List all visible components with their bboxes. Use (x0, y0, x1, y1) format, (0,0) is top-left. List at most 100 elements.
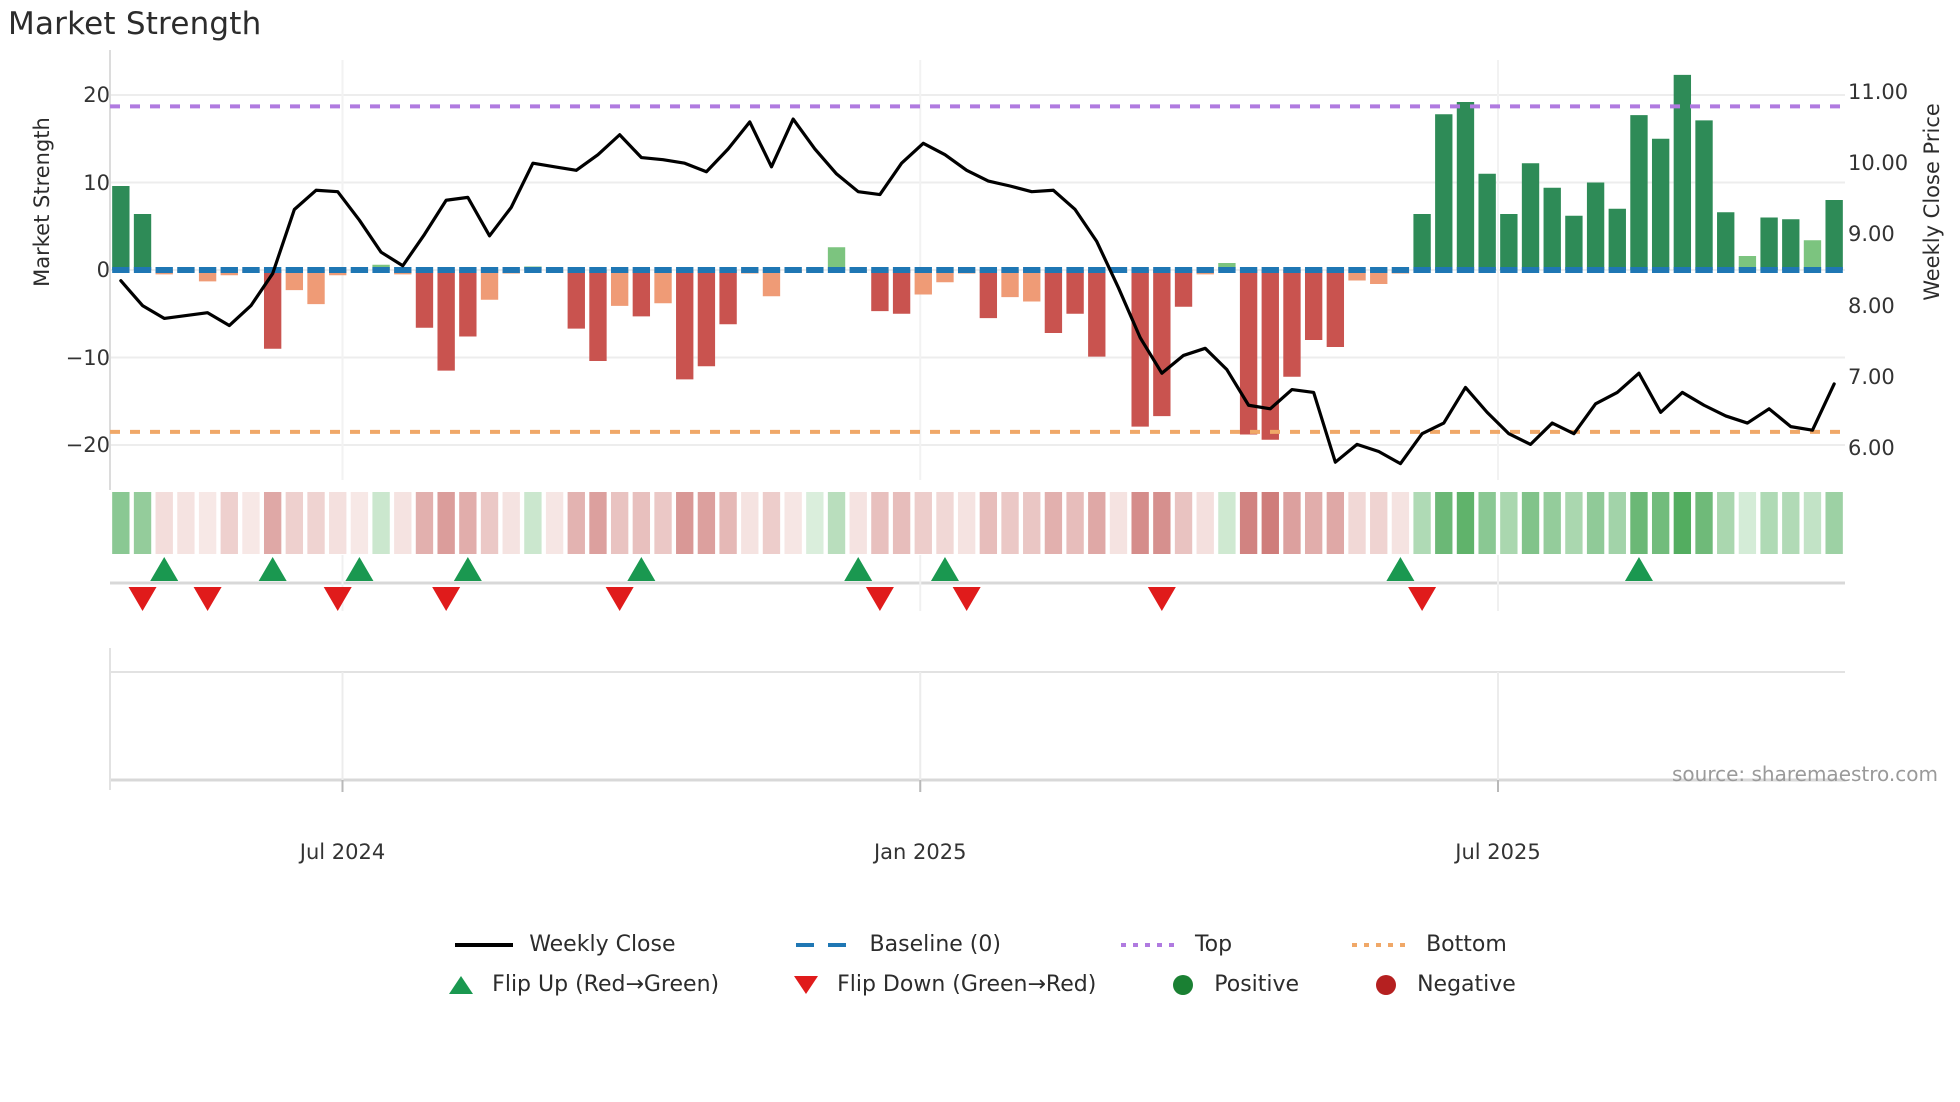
y-axis-left-tick: 0 (96, 258, 110, 282)
strength-bar (632, 270, 651, 317)
heatmap-cell (177, 492, 195, 554)
heatmap-cell (1738, 492, 1757, 554)
heatmap-cell (892, 492, 911, 554)
heatmap-cell (372, 492, 390, 554)
strength-bar (307, 270, 325, 305)
flip-up-marker (1624, 557, 1653, 581)
legend-swatch-circle (1173, 975, 1194, 995)
strength-bar (1478, 173, 1496, 270)
strength-bar (936, 270, 954, 283)
legend-swatch-dotted (1352, 943, 1411, 947)
strength-bar (827, 247, 846, 270)
heatmap-cell (133, 492, 152, 554)
strength-bar (437, 270, 455, 371)
y-axis-right-tick: 8.00 (1848, 293, 1895, 318)
y-axis-left-tick: −10 (65, 345, 110, 370)
y-axis-left-tick: 20 (83, 83, 110, 107)
heatmap-cell (632, 492, 651, 554)
heatmap-cell (1456, 492, 1475, 554)
flip-down-marker (1147, 587, 1176, 611)
legend-item[interactable]: Negative (1369, 973, 1516, 997)
heatmap-cell (350, 492, 369, 554)
legend-item-label: Negative (1417, 972, 1516, 997)
strength-bar (285, 270, 304, 291)
heatmap-cell (1131, 492, 1149, 554)
triangle-down-icon (794, 976, 819, 994)
heatmap-cell (1370, 492, 1388, 554)
flip-up-marker (453, 557, 482, 581)
heatmap-cell (242, 492, 260, 554)
strength-bar (1651, 138, 1670, 270)
legend-item[interactable]: Top (1119, 933, 1232, 957)
heatmap-cell (307, 492, 325, 554)
heatmap-cell (676, 492, 694, 554)
heatmap-cell (220, 492, 238, 554)
legend-item[interactable]: Positive (1166, 973, 1299, 997)
heatmap-cell (112, 492, 130, 554)
source-attribution: source: sharemaestro.com (1672, 762, 1938, 786)
legend-item-label: Top (1194, 932, 1233, 957)
strength-bar (892, 270, 911, 314)
strength-bar (719, 270, 737, 325)
strength-bar (1803, 240, 1822, 270)
strength-bar (112, 186, 130, 270)
heatmap-cell (957, 492, 976, 554)
strength-bar (1782, 219, 1800, 270)
chart-legend: Weekly Close Baseline (0) Top Bottom Flip U… (0, 925, 1960, 1005)
heatmap-cell (155, 492, 173, 554)
y-axis-right-tick: 11.00 (1848, 80, 1909, 105)
legend-item-label: Flip Down (Green→Red) (837, 972, 1097, 997)
legend-item[interactable]: Flip Up (Red→Green) (444, 973, 719, 997)
heatmap-cell (329, 492, 347, 554)
strength-bar (1370, 270, 1388, 284)
heatmap-cell (1023, 492, 1041, 554)
heatmap-cell (1760, 492, 1778, 554)
heatmap-cell (1088, 492, 1106, 554)
heatmap-cell (741, 492, 759, 554)
strength-bar (1825, 200, 1843, 270)
y-axis-right-tick: 7.00 (1848, 364, 1895, 389)
heatmap-cell (502, 492, 520, 554)
x-axis-tick: Jul 2024 (299, 840, 386, 864)
heatmap-cell (545, 492, 564, 554)
strength-bar (1521, 163, 1540, 270)
legend-item-label: Flip Up (Red→Green) (492, 972, 720, 997)
heatmap-cell (849, 492, 867, 554)
legend-swatch-dashed (795, 943, 854, 947)
strength-bar (459, 270, 477, 337)
legend-item[interactable]: Weekly Close (453, 933, 676, 957)
heatmap-cell (394, 492, 412, 554)
legend-item[interactable]: Flip Down (Green→Red) (789, 973, 1096, 997)
heatmap-cell (936, 492, 954, 554)
strength-bar (567, 270, 585, 329)
legend-item[interactable]: Bottom (1350, 933, 1507, 957)
flip-down-marker (865, 587, 894, 611)
flip-down-marker (952, 587, 981, 611)
strength-bar (1001, 270, 1019, 298)
flip-down-marker (432, 587, 461, 611)
strength-bar (1174, 270, 1193, 307)
heatmap-cell (1304, 492, 1323, 554)
heatmap-cell (1651, 492, 1670, 554)
heatmap-cell (1586, 492, 1605, 554)
heatmap-cell (589, 492, 607, 554)
flip-down-marker (605, 587, 634, 611)
strength-bar (1673, 74, 1692, 270)
legend-swatch-triangle-up (449, 976, 474, 994)
heatmap-cell (914, 492, 932, 554)
flip-down-marker (323, 587, 352, 611)
strength-bar (762, 270, 781, 297)
strength-bar (1586, 182, 1605, 270)
legend-item-label: Bottom (1426, 932, 1507, 957)
strength-bar (1304, 270, 1323, 340)
legend-item-label: Baseline (0) (869, 932, 1001, 957)
y-axis-right-tick: 6.00 (1848, 435, 1895, 460)
strength-bar (1413, 214, 1431, 270)
heatmap-cell (1673, 492, 1692, 554)
flip-up-marker (930, 557, 959, 581)
strength-bar (1088, 270, 1106, 357)
strength-bar (979, 270, 998, 319)
flip-down-marker (1408, 587, 1437, 611)
legend-item[interactable]: Baseline (0) (794, 933, 1001, 957)
